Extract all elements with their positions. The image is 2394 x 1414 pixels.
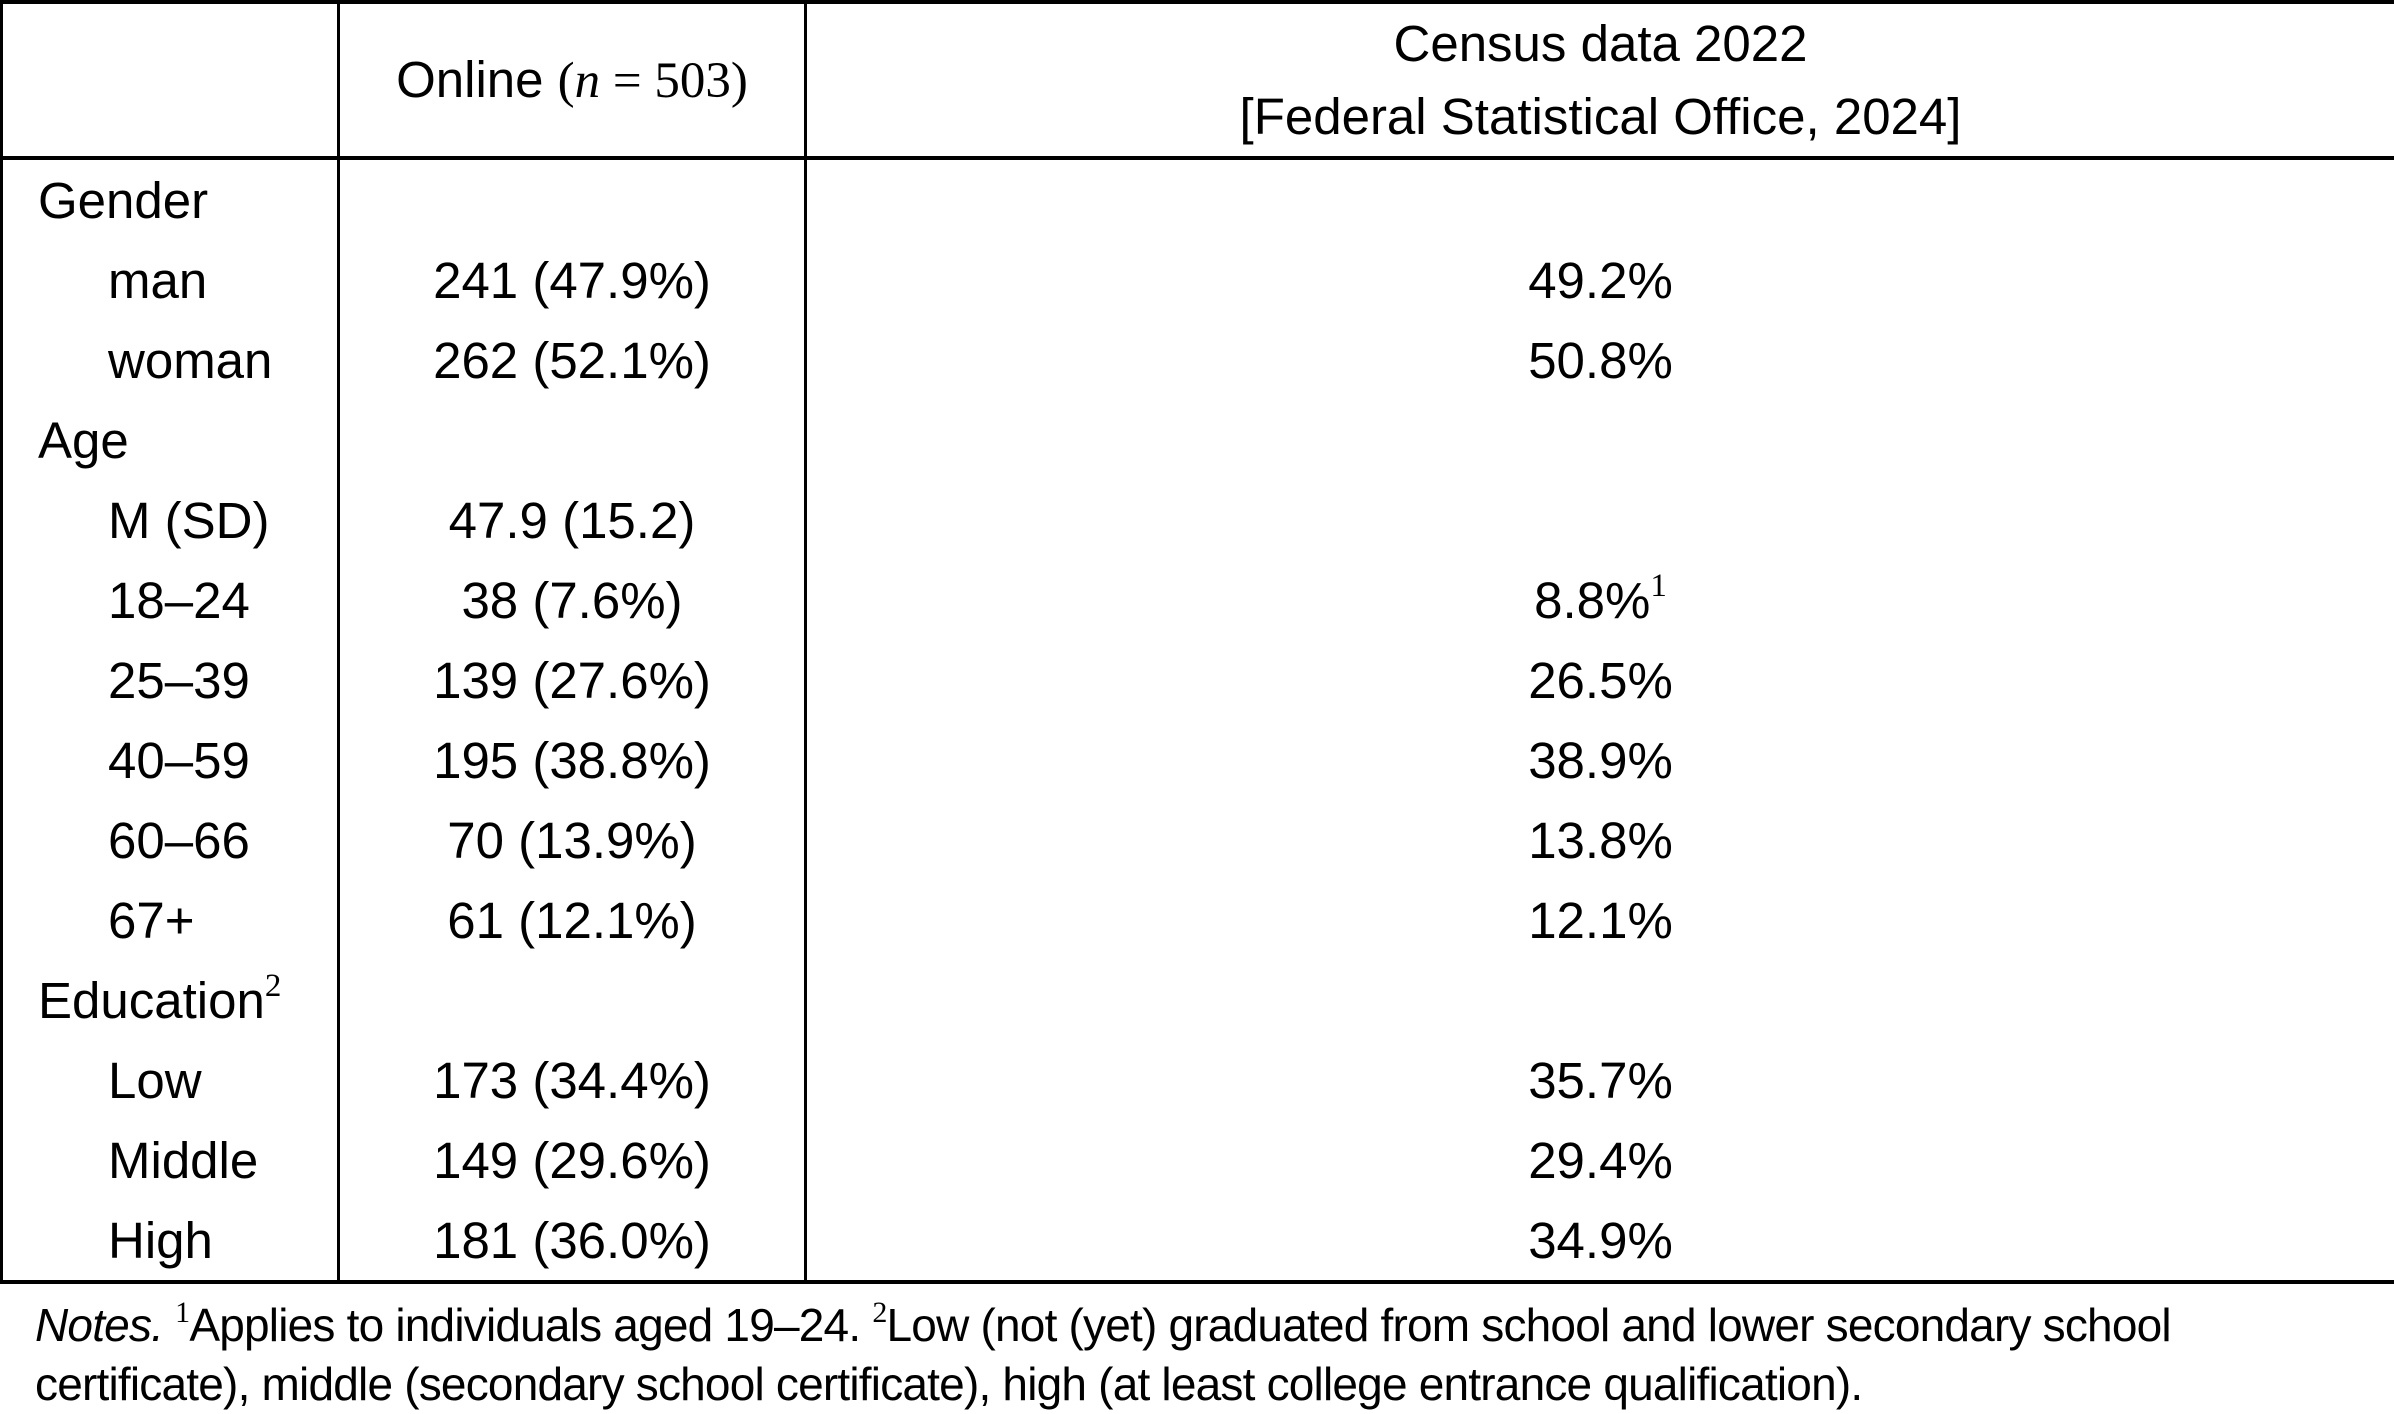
online-value: 70 (13.9%) xyxy=(339,800,806,880)
census-value: 35.7% xyxy=(806,1040,2394,1120)
header-census: Census data 2022 [Federal Statistical Of… xyxy=(806,2,2394,158)
table-row-gender: Gender xyxy=(2,158,2394,240)
table-row-high: High 181 (36.0%) 34.9% xyxy=(2,1200,2394,1282)
row-label: M (SD) xyxy=(2,480,339,560)
row-label: woman xyxy=(2,320,339,400)
demographics-table: Online (n = 503) Census data 2022 [Feder… xyxy=(0,0,2394,1284)
census-value: 29.4% xyxy=(806,1120,2394,1200)
row-label: Age xyxy=(2,400,339,480)
superscript-footnote-2: 2 xyxy=(265,968,282,1004)
math-n-variable: n xyxy=(575,53,601,109)
census-value: 26.5% xyxy=(806,640,2394,720)
census-value: 50.8% xyxy=(806,320,2394,400)
row-label: Low xyxy=(2,1040,339,1120)
row-label: 25–39 xyxy=(2,640,339,720)
census-value xyxy=(806,400,2394,480)
row-label-text: Education xyxy=(38,972,265,1029)
row-label: Gender xyxy=(2,158,339,240)
online-value xyxy=(339,400,806,480)
table-row-40-59: 40–59 195 (38.8%) 38.9% xyxy=(2,720,2394,800)
superscript-footnote-1: 1 xyxy=(175,1296,189,1329)
online-value: 181 (36.0%) xyxy=(339,1200,806,1282)
table-row-man: man 241 (47.9%) 49.2% xyxy=(2,240,2394,320)
table-row-25-39: 25–39 139 (27.6%) 26.5% xyxy=(2,640,2394,720)
row-label: 60–66 xyxy=(2,800,339,880)
census-header-line1: Census data 2022 xyxy=(807,7,2394,80)
row-label: 67+ xyxy=(2,880,339,960)
table-row-18-24: 18–24 38 (7.6%) 8.8%1 xyxy=(2,560,2394,640)
row-label: Education2 xyxy=(2,960,339,1040)
census-value xyxy=(806,480,2394,560)
online-value xyxy=(339,960,806,1040)
census-value: 38.9% xyxy=(806,720,2394,800)
census-header-line2: [Federal Statistical Office, 2024] xyxy=(807,80,2394,153)
row-label: 18–24 xyxy=(2,560,339,640)
online-value: 241 (47.9%) xyxy=(339,240,806,320)
row-label: man xyxy=(2,240,339,320)
notes-footnote-1-text: Applies to individuals aged 19–24. xyxy=(189,1299,872,1351)
math-equals-value: = 503) xyxy=(600,53,748,109)
online-value: 149 (29.6%) xyxy=(339,1120,806,1200)
row-label: Middle xyxy=(2,1120,339,1200)
online-value: 195 (38.8%) xyxy=(339,720,806,800)
table-row-60-66: 60–66 70 (13.9%) 13.8% xyxy=(2,800,2394,880)
online-value: 139 (27.6%) xyxy=(339,640,806,720)
notes-paragraph: Notes. 1Applies to individuals aged 19–2… xyxy=(35,1296,2372,1414)
header-empty-cell xyxy=(2,2,339,158)
table-row-age: Age xyxy=(2,400,2394,480)
superscript-footnote-1: 1 xyxy=(1650,568,1667,604)
table-row-m-sd: M (SD) 47.9 (15.2) xyxy=(2,480,2394,560)
header-online: Online (n = 503) xyxy=(339,2,806,158)
online-value: 38 (7.6%) xyxy=(339,560,806,640)
census-value: 13.8% xyxy=(806,800,2394,880)
online-value xyxy=(339,158,806,240)
census-value: 8.8%1 xyxy=(806,560,2394,640)
online-value: 173 (34.4%) xyxy=(339,1040,806,1120)
table-row-education: Education2 xyxy=(2,960,2394,1040)
table-row-woman: woman 262 (52.1%) 50.8% xyxy=(2,320,2394,400)
table-row-middle: Middle 149 (29.6%) 29.4% xyxy=(2,1120,2394,1200)
math-paren: ( xyxy=(558,53,575,109)
online-value: 262 (52.1%) xyxy=(339,320,806,400)
row-label: High xyxy=(2,1200,339,1282)
census-value xyxy=(806,158,2394,240)
row-label: 40–59 xyxy=(2,720,339,800)
online-header-text: Online xyxy=(396,51,558,108)
census-value: 12.1% xyxy=(806,880,2394,960)
superscript-footnote-2: 2 xyxy=(872,1296,886,1329)
header-row: Online (n = 503) Census data 2022 [Feder… xyxy=(2,2,2394,158)
census-value xyxy=(806,960,2394,1040)
online-value: 61 (12.1%) xyxy=(339,880,806,960)
census-value-text: 8.8% xyxy=(1534,572,1650,629)
table-row-low: Low 173 (34.4%) 35.7% xyxy=(2,1040,2394,1120)
census-value: 34.9% xyxy=(806,1200,2394,1282)
census-value: 49.2% xyxy=(806,240,2394,320)
notes-label: Notes. xyxy=(35,1299,175,1351)
online-value: 47.9 (15.2) xyxy=(339,480,806,560)
table-row-67-plus: 67+ 61 (12.1%) 12.1% xyxy=(2,880,2394,960)
